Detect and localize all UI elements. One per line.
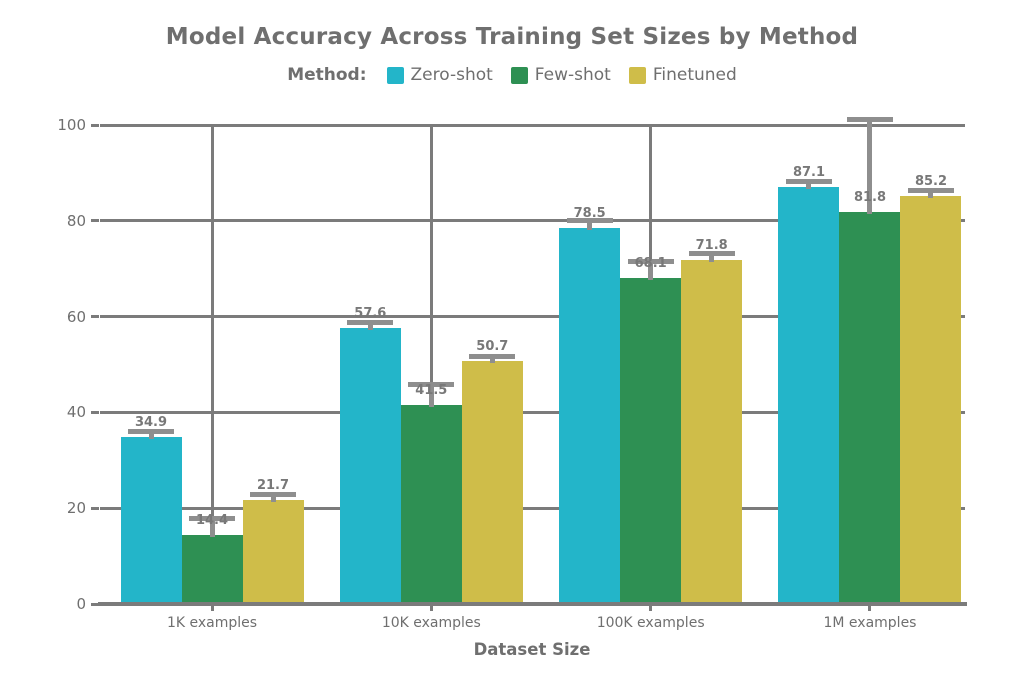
y-tick-mark: [91, 123, 99, 127]
h-gridline: [100, 506, 965, 510]
bar-value-label: 41.5: [415, 383, 448, 399]
bar-few-shot-2: [400, 405, 462, 604]
error-bar-cap: [846, 117, 893, 123]
error-bar-whisker: [209, 518, 215, 537]
error-bar-whisker: [648, 261, 654, 280]
bar-value-label: 85.2: [914, 173, 948, 189]
y-tick-label: 60: [66, 307, 86, 326]
error-bar-whisker: [928, 189, 934, 198]
error-bar-whisker: [489, 355, 495, 364]
h-gridline: [100, 219, 965, 223]
bar-value-label: 71.8: [695, 238, 728, 254]
y-tick-label: 80: [66, 211, 86, 230]
bar-value-label: 50.7: [476, 339, 509, 355]
x-axis-line: [98, 602, 967, 606]
error-bar-cap: [785, 178, 832, 184]
error-bar-cap: [408, 381, 455, 387]
plot-area: 0 20 40 60 80 100 34.9 57.6 78.5 87.1 14.4 41.5 68.1…: [57, 117, 967, 631]
error-bar-cap: [347, 319, 394, 325]
x-tick-mark: [649, 604, 653, 611]
error-bar-whisker: [867, 119, 873, 215]
chart-title: Model Accuracy Across Training Set Sizes…: [165, 24, 859, 50]
error-bar-whisker: [587, 219, 593, 230]
bar-value-label: 78.5: [573, 205, 606, 221]
bar-finetuned-3: [681, 260, 743, 604]
bar-few-shot-1: [181, 535, 243, 604]
error-bar-cap: [688, 251, 735, 257]
bar-finetuned-4: [900, 195, 962, 604]
bar-value-label: 21.7: [256, 478, 290, 494]
error-bar-cap: [627, 259, 674, 265]
legend-item-finetuned[interactable]: Finetuned: [628, 65, 737, 85]
error-bar-cap: [469, 353, 516, 359]
x-tick-label: 1K examples: [166, 615, 258, 631]
bar-finetuned-2: [461, 361, 523, 604]
x-tick-mark: [429, 604, 433, 611]
legend-swatch: [386, 66, 404, 84]
x-tick-label: 1M examples: [823, 615, 917, 631]
error-bar-cap: [128, 428, 174, 434]
x-tick-mark: [210, 604, 214, 611]
error-bar-cap: [250, 492, 296, 498]
bar-few-shot-4: [839, 212, 901, 604]
legend-swatch: [510, 66, 528, 84]
error-bar-whisker: [428, 383, 434, 408]
error-bar-whisker: [148, 430, 154, 439]
bar-value-label: 14.4: [195, 513, 229, 529]
bar-finetuned-1: [242, 500, 304, 604]
error-bar-whisker: [806, 180, 812, 189]
legend-item-few-shot[interactable]: Few-shot: [510, 65, 611, 85]
error-bar-cap: [566, 217, 613, 223]
bar-zero-shot-3: [559, 227, 621, 604]
h-gridline: [100, 123, 965, 127]
h-gridline: [100, 315, 965, 319]
bar-zero-shot-1: [120, 436, 182, 604]
x-tick-label: 100K examples: [596, 615, 705, 631]
v-gridline: [210, 125, 214, 604]
error-bar-whisker: [367, 321, 373, 331]
h-gridline: [100, 410, 965, 414]
error-bar-cap: [189, 516, 235, 522]
legend-label: Zero-shot: [410, 65, 493, 85]
y-tick-label: 40: [66, 403, 86, 422]
legend-title: Method:: [287, 65, 367, 85]
bar-value-label: 57.6: [354, 306, 387, 322]
error-bar-cap: [907, 187, 954, 193]
bar-zero-shot-4: [778, 186, 840, 604]
y-tick-label: 100: [57, 116, 86, 134]
bar-value-label: 81.8: [853, 190, 887, 206]
y-tick-mark: [91, 602, 99, 606]
bar-value-label: 34.9: [134, 414, 168, 430]
y-tick-mark: [91, 506, 99, 510]
y-tick-mark: [91, 315, 99, 319]
x-tick-mark: [868, 604, 872, 611]
legend-item-zero-shot[interactable]: Zero-shot: [386, 65, 493, 85]
y-tick-label: 0: [76, 595, 86, 613]
bar-value-label: 68.1: [634, 255, 667, 271]
y-tick-mark: [91, 219, 99, 223]
y-tick-label: 20: [66, 499, 86, 518]
bar-zero-shot-2: [339, 328, 401, 604]
x-tick-label: 10K examples: [381, 615, 481, 631]
legend-label: Finetuned: [652, 65, 737, 85]
bar-value-label: 87.1: [792, 164, 826, 180]
x-axis-label: Dataset Size: [473, 640, 591, 659]
legend-label: Few-shot: [534, 65, 611, 85]
y-tick-mark: [91, 410, 99, 414]
legend-swatch: [628, 66, 646, 84]
bar-few-shot-3: [620, 277, 682, 604]
v-gridline: [429, 125, 433, 604]
error-bar-whisker: [270, 494, 276, 503]
chart-legend: Method: Zero-shot Few-shot Finetuned: [0, 62, 1024, 88]
error-bar-whisker: [709, 253, 715, 263]
